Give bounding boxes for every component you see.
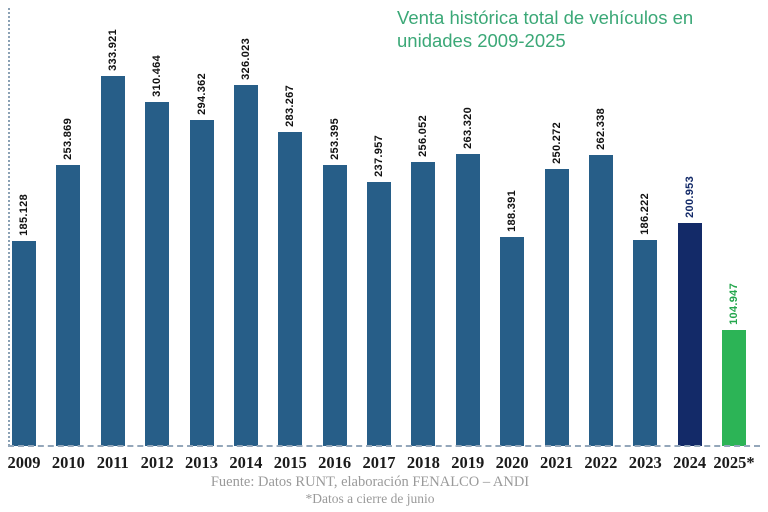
x-axis-label: 2010 [51,453,85,472]
bar-value-label: 104.947 [728,283,740,325]
bar [588,155,613,446]
x-axis-line [8,445,760,447]
chart-title-line-2: unidades 2009-2025 [397,29,566,51]
bar-chart: 185.128 2009 253.869 2010 333.921 2011 310.464… [8,20,755,472]
bar-group-2022: 262.338 2022 [584,20,617,472]
bar-value-label: 253.869 [62,118,75,160]
x-axis-label: 2017 [362,453,396,472]
bar [233,85,258,446]
bar [278,132,303,446]
bar-value-label: 186.222 [639,193,652,235]
bar [100,76,125,446]
chart-title: Venta histórica total de vehículos en un… [397,7,747,52]
bar-group-2025: 104.947 2025* [713,20,754,472]
x-axis-label: 2023 [628,453,662,472]
bar-value-label: 253.395 [328,118,341,160]
x-axis-label: 2022 [584,453,618,472]
bar [56,165,81,446]
bar-group-2017: 237.957 2017 [363,20,396,472]
x-axis-label: 2019 [451,453,485,472]
bar-value-label: 333.921 [106,29,119,71]
bar-group-2014: 326.023 2014 [229,20,262,472]
bar-group-2012: 310.464 2012 [141,20,174,472]
x-axis-label: 2025* [713,453,755,472]
bar-group-2018: 256.052 2018 [407,20,440,472]
bar-group-2009: 185.128 2009 [8,20,41,472]
bar-value-label: 188.391 [506,190,519,232]
bar-value-label: 200.953 [683,176,696,218]
bar-group-2021: 250.272 2021 [540,20,573,472]
bar-value-label: 263.320 [461,107,474,149]
bar [322,165,347,446]
source-note: Fuente: Datos RUNT, elaboración FENALCO … [210,474,530,490]
footnote: *Datos a cierre de junio [305,491,435,507]
bar-group-2020: 188.391 2020 [496,20,529,472]
bar-value-label: 310.464 [151,55,164,97]
bar-group-2015: 283.267 2015 [274,20,307,472]
bar-value-label: 185.128 [18,194,30,236]
bar-value-label: 326.023 [239,38,252,80]
x-axis-label: 2009 [7,453,41,472]
bar [722,330,746,446]
bar [633,240,658,446]
bar-group-2013: 294.362 2013 [185,20,218,472]
bar-group-2023: 186.222 2023 [629,20,662,472]
bar [677,223,702,446]
x-axis-label: 2015 [273,453,307,472]
bar-group-2011: 333.921 2011 [97,20,129,472]
chart-footer: Fuente: Datos RUNT, elaboración FENALCO … [0,474,740,508]
x-axis-label: 2024 [673,453,707,472]
x-axis-label: 2020 [495,453,529,472]
bar-value-label: 237.957 [373,135,385,177]
y-axis-line [8,8,10,446]
bar [455,154,480,446]
bar-value-label: 294.362 [195,73,208,115]
bar [367,182,391,446]
bar [544,169,569,446]
x-axis-label: 2014 [229,453,263,472]
x-axis-label: 2016 [318,453,352,472]
bar [145,102,170,446]
bar [12,241,36,446]
x-axis-label: 2013 [185,453,218,472]
bar-group-2010: 253.869 2010 [52,20,85,472]
bar-group-2024: 200.953 2024 [673,20,706,472]
bar [500,237,525,446]
bar-value-label: 262.338 [594,108,607,150]
bar-value-label: 256.052 [417,115,430,157]
bar [189,120,214,446]
x-axis-label: 2011 [96,453,129,472]
chart-title-line-1: Venta histórica total de vehículos en [397,7,694,28]
bar-value-label: 250.272 [550,122,563,164]
x-axis-label: 2021 [540,453,573,472]
x-axis-label: 2018 [406,453,440,472]
bar-group-2019: 263.320 2019 [451,20,484,472]
bar-value-label: 283.267 [284,85,297,127]
x-axis-label: 2012 [140,453,174,472]
bar-group-2016: 253.395 2016 [318,20,351,472]
bar [411,162,436,446]
